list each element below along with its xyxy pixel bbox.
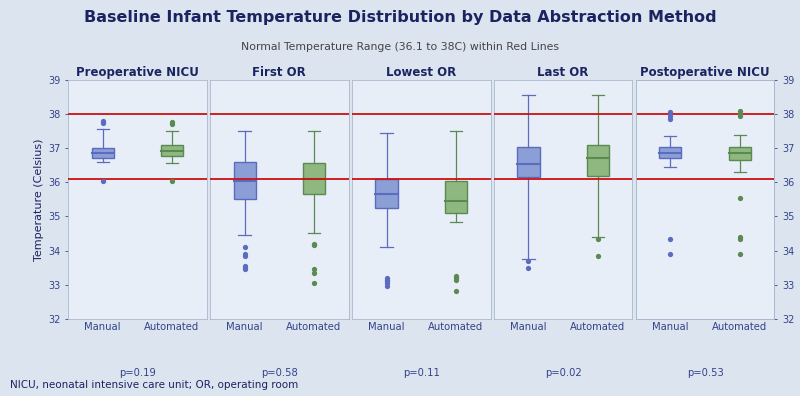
- Text: NICU, neonatal intensive care unit; OR, operating room: NICU, neonatal intensive care unit; OR, …: [10, 380, 298, 390]
- Text: p=0.11: p=0.11: [402, 368, 440, 378]
- Bar: [303, 162, 325, 194]
- Bar: [234, 162, 256, 199]
- Bar: [375, 179, 398, 208]
- Y-axis label: Temperature (Celsius): Temperature (Celsius): [34, 138, 44, 261]
- Text: p=0.02: p=0.02: [545, 368, 582, 378]
- Bar: [729, 147, 751, 160]
- Bar: [518, 147, 539, 177]
- Text: Baseline Infant Temperature Distribution by Data Abstraction Method: Baseline Infant Temperature Distribution…: [84, 10, 716, 25]
- Text: p=0.19: p=0.19: [119, 368, 156, 378]
- Text: p=0.53: p=0.53: [686, 368, 723, 378]
- Title: First OR: First OR: [253, 66, 306, 79]
- Title: Lowest OR: Lowest OR: [386, 66, 456, 79]
- Bar: [161, 145, 183, 156]
- Bar: [659, 147, 682, 158]
- Title: Last OR: Last OR: [538, 66, 589, 79]
- Bar: [586, 145, 609, 175]
- Bar: [91, 148, 114, 158]
- Text: p=0.58: p=0.58: [261, 368, 298, 378]
- Title: Postoperative NICU: Postoperative NICU: [640, 66, 770, 79]
- Bar: [445, 181, 467, 213]
- Text: Normal Temperature Range (36.1 to 38C) within Red Lines: Normal Temperature Range (36.1 to 38C) w…: [241, 42, 559, 51]
- Title: Preoperative NICU: Preoperative NICU: [76, 66, 198, 79]
